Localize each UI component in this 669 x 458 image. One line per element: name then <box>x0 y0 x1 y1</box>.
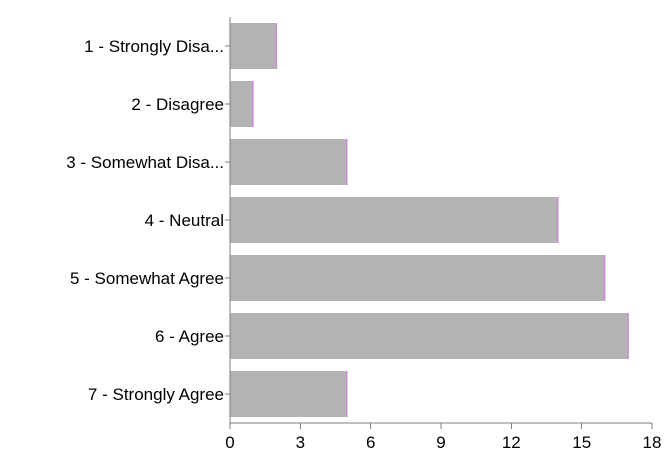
y-tick-label-3: 3 - Somewhat Disa... <box>66 153 224 172</box>
bar-2 <box>230 81 253 127</box>
y-tick-label-1: 1 - Strongly Disa... <box>84 37 224 56</box>
labels-layer: 1 - Strongly Disa... 2 - Disagree 3 - Some… <box>66 37 661 452</box>
y-tick-label-7: 7 - Strongly Agree <box>88 385 224 404</box>
y-tick-label-6: 6 - Agree <box>155 327 224 346</box>
y-tick-label-5: 5 - Somewhat Agree <box>70 269 224 288</box>
x-tick-label-5: 12 <box>502 433 521 452</box>
x-tick-label-6: 15 <box>572 433 591 452</box>
bar-1 <box>230 23 276 69</box>
x-tick-label-3: 6 <box>366 433 375 452</box>
x-tick-label-4: 9 <box>436 433 445 452</box>
bar-4 <box>230 197 558 243</box>
x-tick-label-2: 3 <box>296 433 305 452</box>
bar-6 <box>230 313 628 359</box>
bar-3 <box>230 139 347 185</box>
y-tick-label-2: 2 - Disagree <box>131 95 224 114</box>
x-tick-label-1: 0 <box>225 433 234 452</box>
y-tick-label-4: 4 - Neutral <box>145 211 224 230</box>
axes-layer <box>225 17 653 429</box>
bars-layer <box>230 23 629 417</box>
bar-5 <box>230 255 605 301</box>
x-tick-label-7: 18 <box>643 433 662 452</box>
bar-7 <box>230 371 347 417</box>
